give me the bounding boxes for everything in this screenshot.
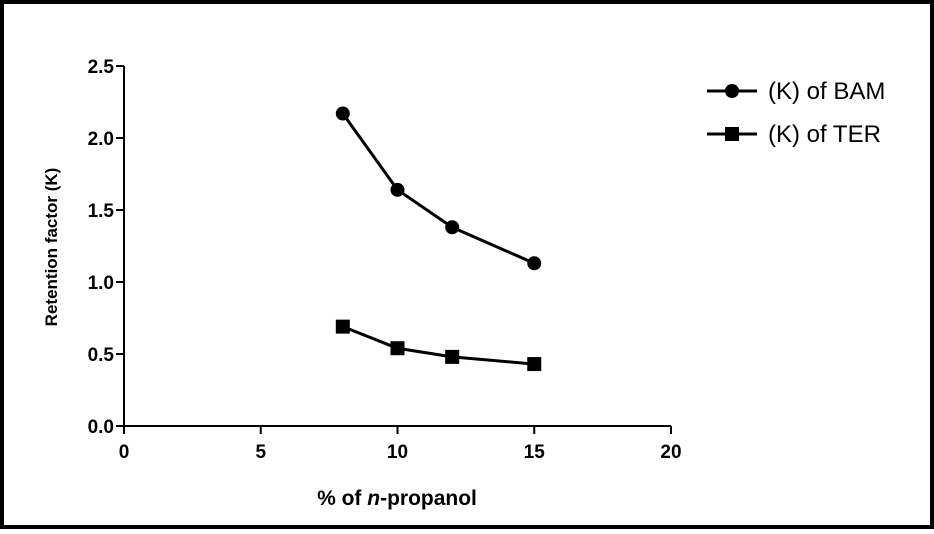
x-tick-label: 0 bbox=[119, 442, 130, 463]
legend-marker-bam bbox=[725, 84, 739, 98]
series-layer bbox=[335, 106, 542, 372]
series-0-point bbox=[390, 182, 405, 197]
y-tick-label: 1.0 bbox=[88, 273, 114, 294]
series-0-point bbox=[335, 106, 350, 121]
legend-item-ter: (K) of TER bbox=[707, 121, 881, 148]
x-tick-label: 20 bbox=[660, 442, 681, 463]
y-tick-label: 0.0 bbox=[88, 417, 114, 438]
series-1-point bbox=[527, 357, 542, 372]
x-axis-title-part-2: -propanol bbox=[380, 487, 477, 510]
series-line-1 bbox=[342, 325, 535, 366]
legend-item-bam: (K) of BAM bbox=[707, 78, 885, 105]
x-axis-title: % of n-propanol bbox=[317, 487, 477, 510]
series-0-point bbox=[527, 256, 542, 271]
series-line-0 bbox=[341, 112, 535, 265]
y-tick-label: 1.5 bbox=[88, 201, 115, 222]
y-axis-title: Retention factor (K) bbox=[42, 168, 61, 327]
x-tick-label: 10 bbox=[387, 442, 408, 463]
series-1-point bbox=[335, 319, 350, 334]
series-1-point bbox=[445, 349, 460, 364]
y-ticks: 0.0 0.5 1.0 1.5 2.0 2.5 bbox=[88, 57, 124, 438]
x-axis-title-part-1: % of bbox=[317, 487, 367, 510]
x-ticks: 0 5 10 15 20 bbox=[119, 426, 682, 463]
legend-label-bam: (K) of BAM bbox=[768, 78, 885, 105]
x-tick-label: 5 bbox=[255, 442, 266, 463]
legend: (K) of BAM (K) of TER bbox=[707, 78, 885, 148]
y-tick-label: 2.0 bbox=[88, 129, 114, 150]
legend-marker-ter bbox=[725, 127, 739, 141]
x-axis-title-italic: n bbox=[367, 487, 380, 510]
legend-label-ter: (K) of TER bbox=[768, 121, 881, 148]
series-1-point bbox=[390, 341, 405, 356]
y-tick-label: 2.5 bbox=[88, 57, 115, 78]
x-tick-label: 15 bbox=[524, 442, 546, 463]
series-0-point bbox=[445, 220, 460, 235]
axes bbox=[123, 66, 671, 427]
y-tick-label: 0.5 bbox=[88, 345, 115, 366]
